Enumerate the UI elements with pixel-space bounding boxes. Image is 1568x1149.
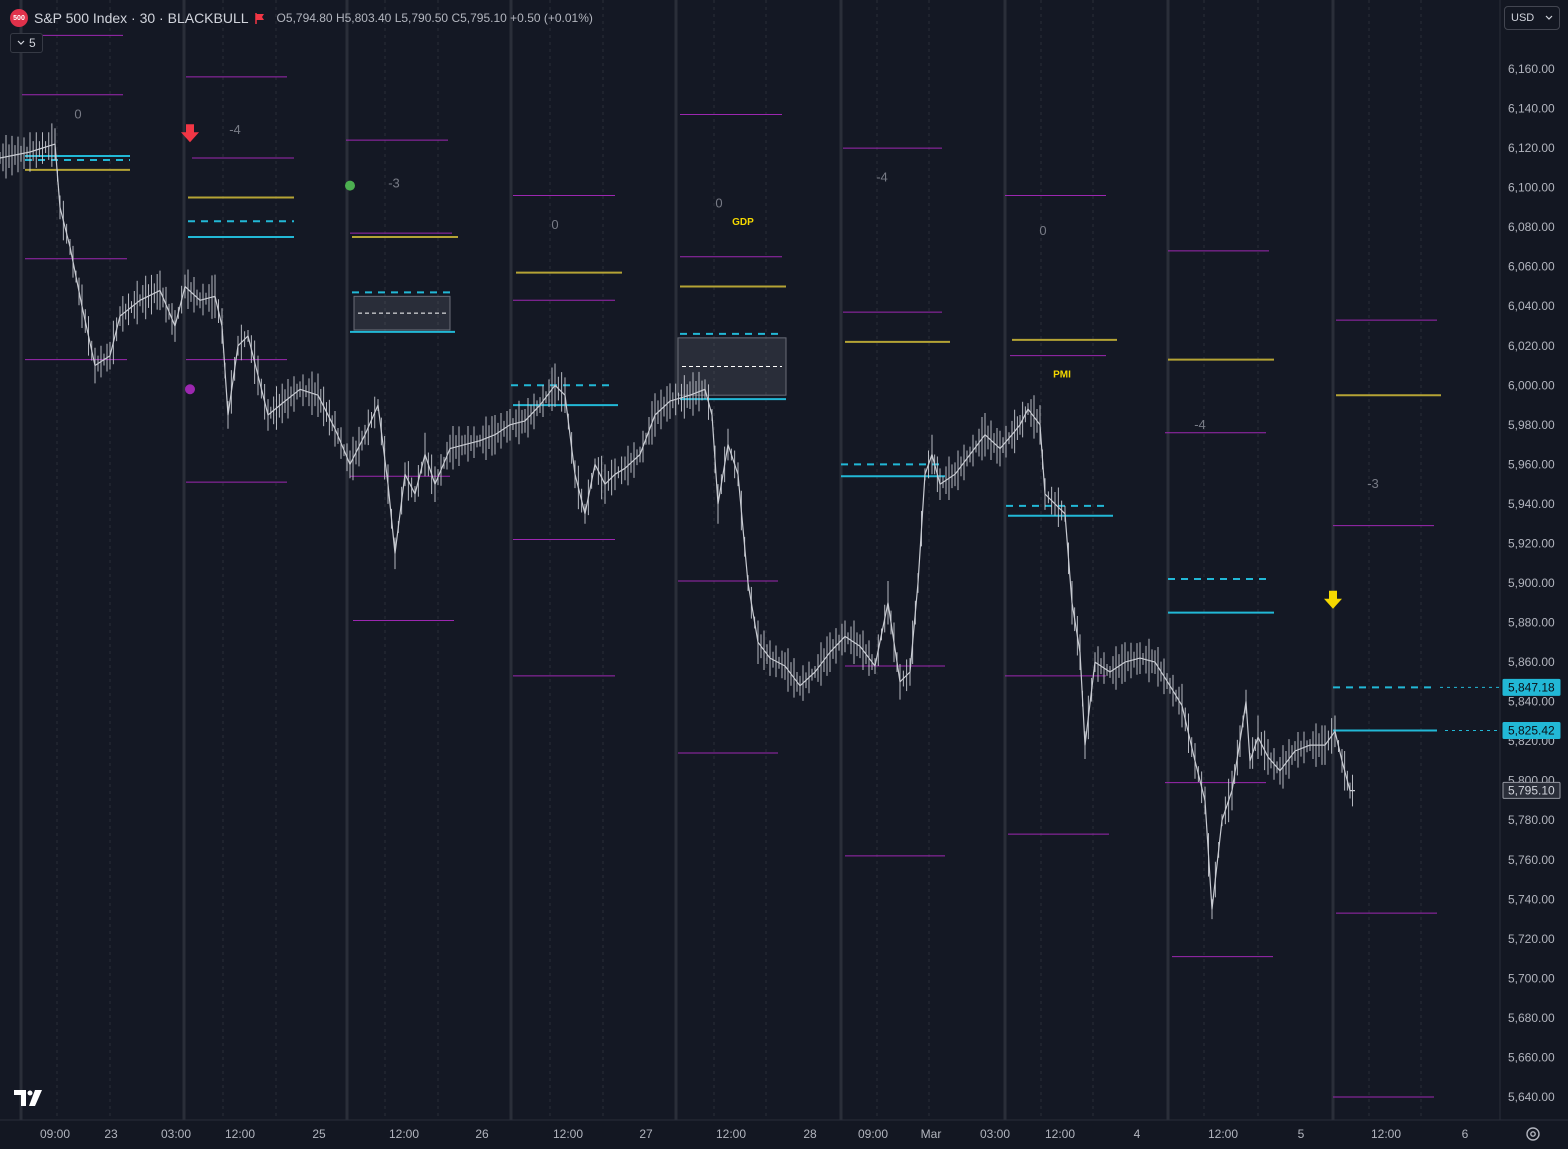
y-tick-label: 6,120.00 xyxy=(1508,141,1555,155)
currency-value: USD xyxy=(1511,12,1535,24)
x-tick-label: 25 xyxy=(312,1127,326,1141)
x-tick-label: 12:00 xyxy=(225,1127,255,1141)
open-value: 5,794.80 xyxy=(285,11,333,25)
delta-annotation: -4 xyxy=(876,170,888,185)
magenta-dot-marker xyxy=(185,384,195,395)
symbol-logo-icon[interactable]: 500 xyxy=(10,9,28,27)
delta-annotation: 0 xyxy=(74,106,81,121)
x-tick-label: 12:00 xyxy=(716,1127,746,1141)
y-tick-label: 5,860.00 xyxy=(1508,655,1555,669)
delta-annotation: -4 xyxy=(229,122,241,137)
y-tick-label: 5,840.00 xyxy=(1508,695,1555,709)
y-tick-label: 6,000.00 xyxy=(1508,378,1555,392)
high-label: H xyxy=(335,11,345,25)
y-tick-label: 5,920.00 xyxy=(1508,536,1555,550)
x-tick-label: 09:00 xyxy=(858,1127,888,1141)
delta-annotation: 0 xyxy=(1039,223,1046,238)
x-tick-label: 12:00 xyxy=(389,1127,419,1141)
x-tick-label: 03:00 xyxy=(161,1127,191,1141)
delta-annotation: -3 xyxy=(1367,476,1379,491)
x-tick-label: 12:00 xyxy=(1045,1127,1075,1141)
tradingview-logo-icon[interactable] xyxy=(14,1090,44,1106)
x-tick-label: 03:00 xyxy=(980,1127,1010,1141)
y-tick-label: 5,720.00 xyxy=(1508,932,1555,946)
y-tick-label: 5,780.00 xyxy=(1508,813,1555,827)
price-label-box xyxy=(1502,678,1561,696)
y-tick-label: 6,100.00 xyxy=(1508,181,1555,195)
x-tick-label: 12:00 xyxy=(1371,1127,1401,1141)
y-tick-label: 5,640.00 xyxy=(1508,1090,1555,1104)
time-scale xyxy=(0,1120,1568,1149)
y-tick-label: 6,080.00 xyxy=(1508,220,1555,234)
x-tick-label: 12:00 xyxy=(553,1127,583,1141)
y-tick-label: 5,660.00 xyxy=(1508,1050,1555,1064)
chart-header: 500 S&P 500 Index · 30 · BLACKBULL O5,79… xyxy=(10,8,593,28)
x-tick-label: 26 xyxy=(475,1127,489,1141)
high-value: 5,803.40 xyxy=(344,11,392,25)
event-label: PMI xyxy=(1053,369,1071,380)
ohlc-readout: O5,794.80 H5,803.40 L5,790.50 C5,795.10 … xyxy=(277,11,593,25)
green-dot-marker xyxy=(345,180,355,191)
y-tick-label: 5,700.00 xyxy=(1508,971,1555,985)
indicator-count: 5 xyxy=(29,36,36,50)
delta-annotation: 0 xyxy=(551,217,558,232)
chevron-down-icon xyxy=(1545,15,1553,20)
price-label: 5,825.42 xyxy=(1508,723,1555,737)
chevron-down-icon xyxy=(17,40,25,45)
delta-annotation: -3 xyxy=(388,176,400,191)
close-value: 5,795.10 xyxy=(460,11,507,25)
indicators-toggle-button[interactable]: 5 xyxy=(10,33,43,53)
flag-icon[interactable] xyxy=(254,12,265,24)
y-tick-label: 5,980.00 xyxy=(1508,418,1555,432)
price-series xyxy=(0,143,1355,910)
x-tick-label: 4 xyxy=(1134,1127,1141,1141)
y-tick-label: 6,060.00 xyxy=(1508,260,1555,274)
y-tick-label: 5,960.00 xyxy=(1508,457,1555,471)
price-scale xyxy=(1500,0,1568,1149)
price-label-box xyxy=(1502,781,1561,799)
delta-annotation: -4 xyxy=(1194,417,1206,432)
y-tick-label: 6,020.00 xyxy=(1508,339,1555,353)
y-tick-label: 6,040.00 xyxy=(1508,299,1555,313)
open-label: O xyxy=(276,11,286,25)
settings-gear-icon[interactable] xyxy=(1524,1125,1542,1143)
price-label-box xyxy=(1502,721,1561,739)
y-tick-label: 6,160.00 xyxy=(1508,62,1555,76)
x-tick-label: 6 xyxy=(1462,1127,1469,1141)
x-tick-label: 5 xyxy=(1298,1127,1305,1141)
low-value: 5,790.50 xyxy=(401,11,449,25)
y-tick-label: 5,900.00 xyxy=(1508,576,1555,590)
symbol-title[interactable]: S&P 500 Index · 30 · BLACKBULL xyxy=(34,10,249,26)
x-tick-label: 28 xyxy=(803,1127,817,1141)
y-tick-label: 5,880.00 xyxy=(1508,616,1555,630)
x-tick-label: 27 xyxy=(639,1127,653,1141)
event-label: GDP xyxy=(732,217,754,228)
red-arrow-down-icon xyxy=(181,124,199,143)
x-tick-label: 12:00 xyxy=(1208,1127,1238,1141)
delta-annotation: 0 xyxy=(715,195,722,210)
change-value: +0.50 (+0.01%) xyxy=(510,11,593,25)
close-label: C xyxy=(451,11,461,25)
x-tick-label: 09:00 xyxy=(40,1127,70,1141)
y-tick-label: 5,760.00 xyxy=(1508,853,1555,867)
y-tick-label: 6,140.00 xyxy=(1508,102,1555,116)
low-label: L xyxy=(394,11,402,25)
y-tick-label: 5,940.00 xyxy=(1508,497,1555,511)
y-tick-label: 5,740.00 xyxy=(1508,892,1555,906)
x-tick-label: 23 xyxy=(104,1127,118,1141)
y-tick-label: 5,680.00 xyxy=(1508,1011,1555,1025)
price-label: 5,795.10 xyxy=(1508,783,1555,797)
currency-select[interactable]: USD xyxy=(1504,6,1560,30)
yellow-arrow-down-icon xyxy=(1324,590,1342,609)
price-label: 5,847.18 xyxy=(1508,680,1555,694)
x-tick-label: Mar xyxy=(921,1127,942,1141)
